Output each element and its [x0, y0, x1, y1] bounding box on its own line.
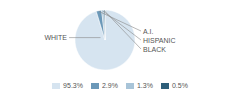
html-text:2.9%: 2.9% — [102, 82, 118, 89]
svg-text:BLACK: BLACK — [143, 46, 166, 53]
html-text:95.3%: 95.3% — [63, 82, 83, 89]
html-text:1.3%: 1.3% — [136, 82, 153, 89]
svg-text:WHITE: WHITE — [44, 34, 67, 41]
html-text:0.5%: 0.5% — [171, 82, 188, 89]
svg-text:HISPANIC: HISPANIC — [143, 37, 176, 44]
svg-text:A.I.: A.I. — [143, 28, 154, 35]
